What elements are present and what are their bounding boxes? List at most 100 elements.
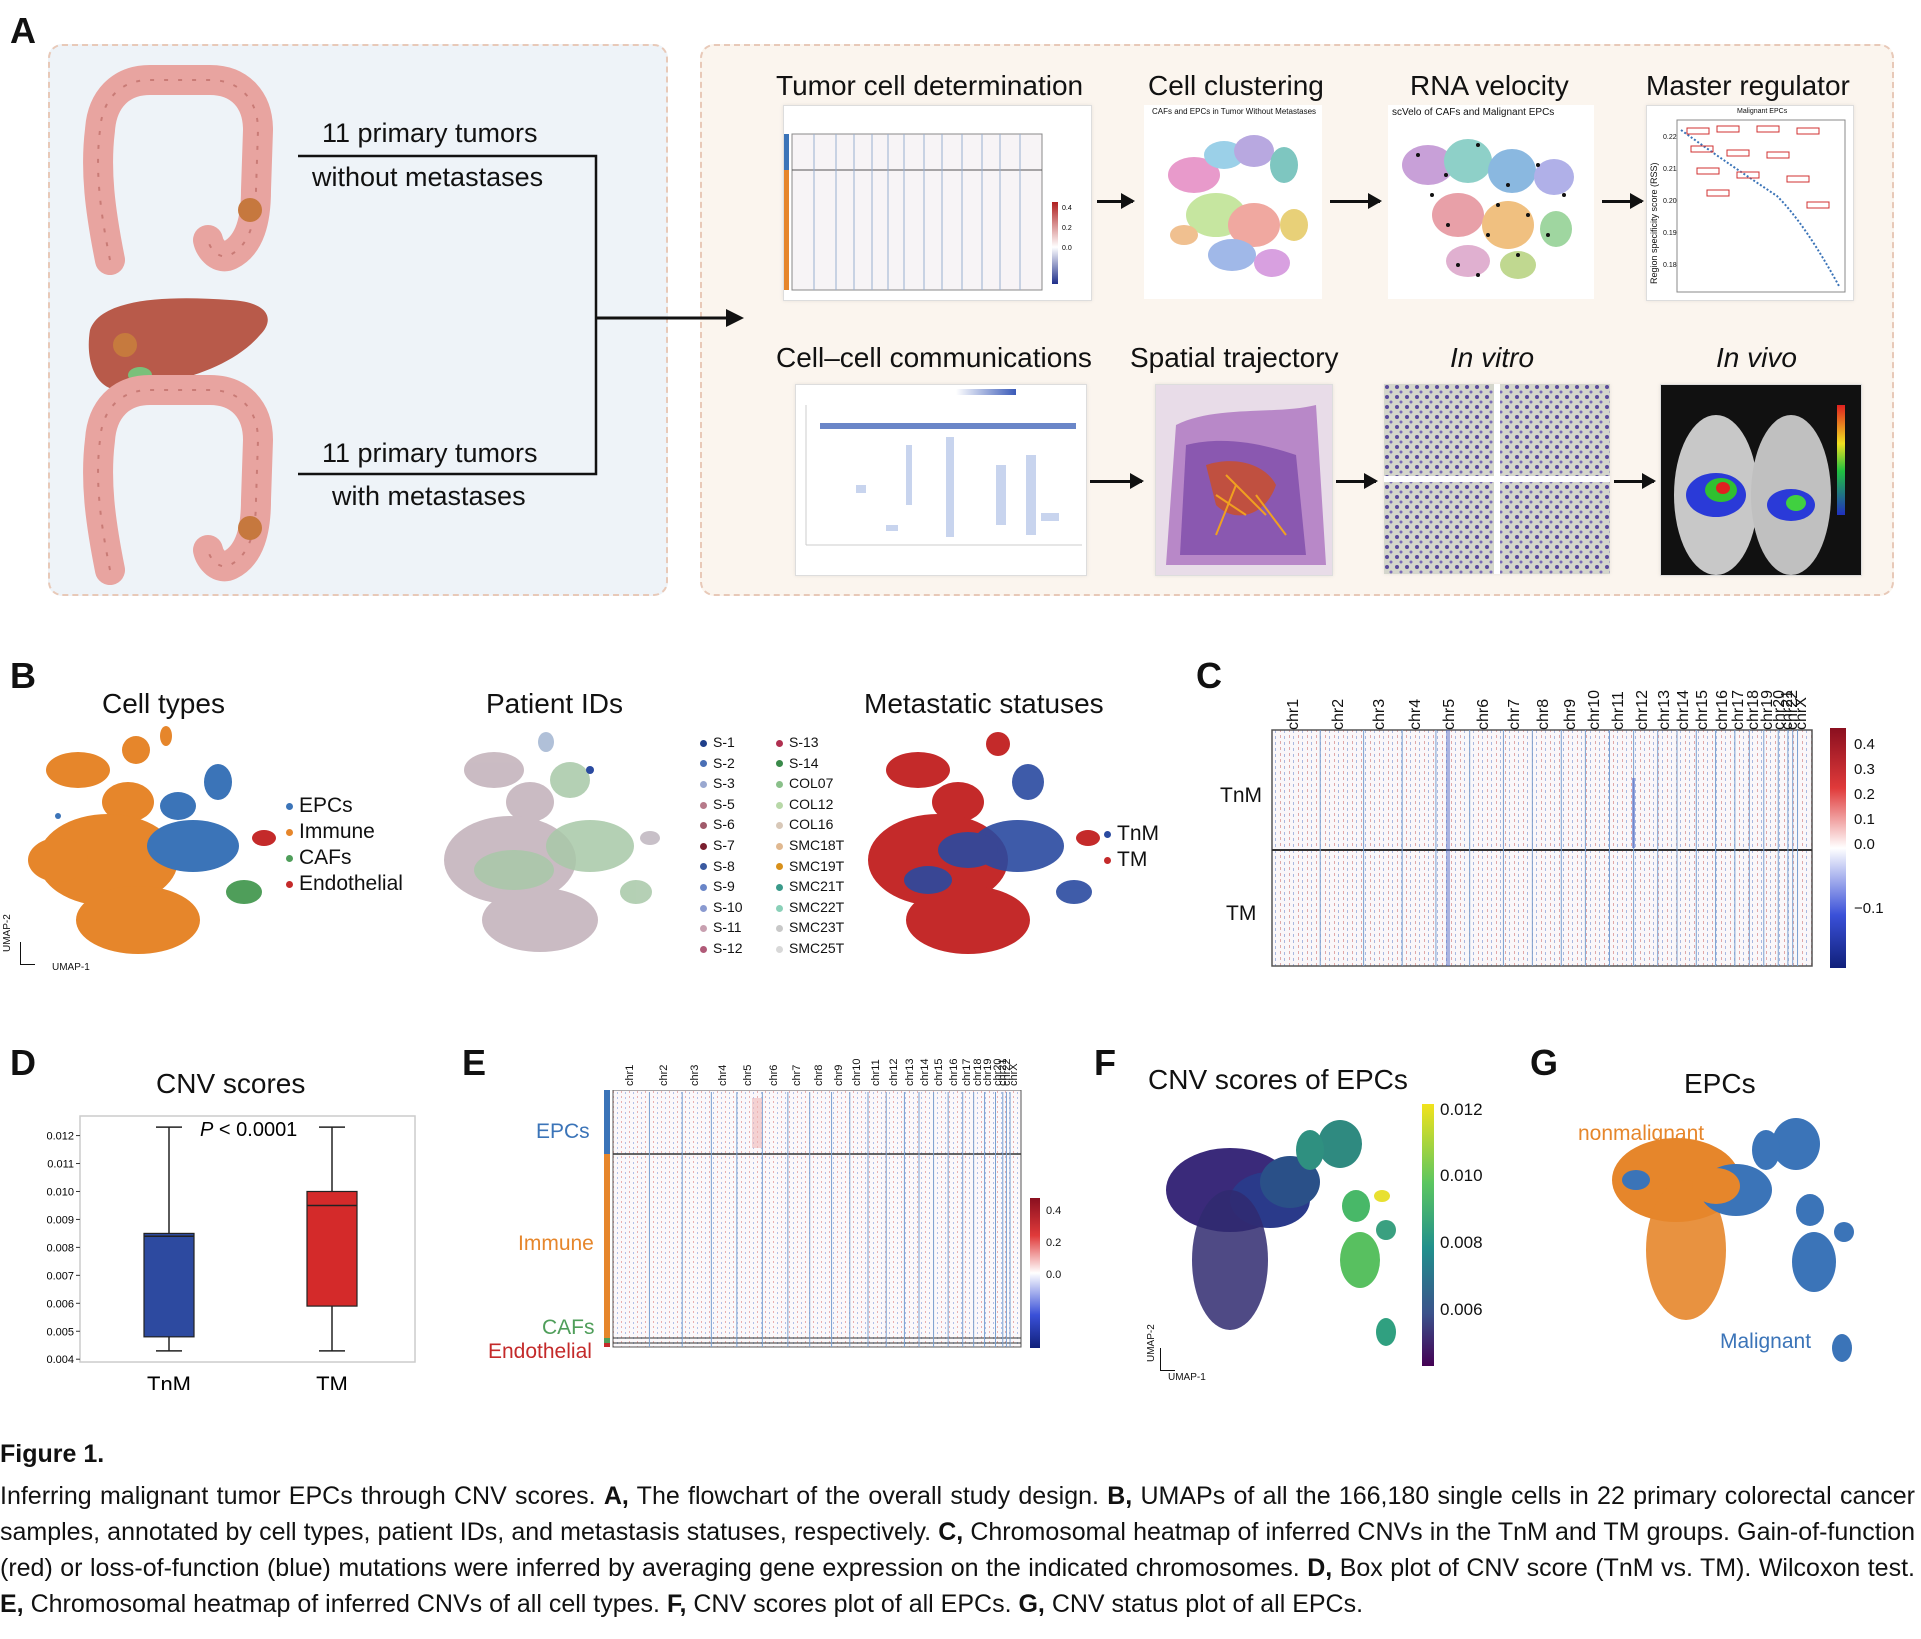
chromosome-label: chr2 — [1330, 698, 1348, 730]
patient-legend-label: SMC22T — [789, 898, 845, 915]
panel-f-title: CNV scores of EPCs — [1148, 1064, 1408, 1095]
patient-legend-item: SMC23T — [776, 919, 844, 935]
chromosome-label: chr14 — [1675, 689, 1693, 730]
patient-legend-dot — [776, 945, 783, 953]
y-tick-label: 0.004 — [46, 1354, 74, 1366]
p-value-annotation: P < 0.0001 — [200, 1119, 297, 1141]
cbc-tick-2: 0.2 — [1854, 786, 1875, 803]
box-title: CNV scores — [156, 1068, 306, 1099]
legend-endothelial-label: Endothelial — [299, 872, 403, 895]
y-tick-label: 0.008 — [46, 1242, 74, 1254]
umap-axis-y-f: UMAP-2 — [1146, 1324, 1157, 1362]
patient-legend-label: S-2 — [713, 754, 735, 771]
label-nonmalignant: nonmalignant — [1578, 1122, 1705, 1145]
patient-legend-label: S-11 — [713, 919, 742, 936]
arrow-a6 — [1614, 473, 1656, 489]
chromosome-label: chr1 — [623, 1064, 636, 1086]
panel-label-c: C — [1196, 655, 1222, 696]
step-title-master-regulator: Master regulator — [1646, 70, 1850, 101]
patient-legend-dot — [700, 822, 707, 830]
arrow-a3 — [1602, 193, 1644, 209]
legend-immune-label: Immune — [299, 820, 375, 843]
master-subtitle: Malignant EPCs — [1737, 108, 1788, 115]
patient-legend-label: SMC21T — [789, 878, 845, 895]
heatmap-e-label-cafs: CAFs — [542, 1316, 595, 1339]
step-title-in-vitro: In vitro — [1450, 342, 1535, 373]
umap-title-patients: Patient IDs — [486, 688, 623, 719]
patient-legend-label: COL07 — [789, 775, 834, 792]
patient-legend-label: S-13 — [789, 734, 819, 750]
patient-legend-label: S-5 — [713, 795, 735, 812]
legend-epcs: EPCs — [286, 794, 353, 818]
patient-legend-dot — [776, 739, 783, 747]
caption-text-d: Box plot of CNV score (TnM vs. TM). Wilc… — [1332, 1554, 1915, 1582]
p-symbol: P — [200, 1119, 214, 1141]
cbe-tick-0: 0.4 — [1046, 1205, 1062, 1217]
step-title-cell-cell: Cell–cell communications — [776, 342, 1092, 373]
box-tnm — [143, 1126, 195, 1352]
legend-epcs-label: EPCs — [299, 794, 353, 817]
patient-legend-item: S-6 — [700, 816, 735, 832]
master-ytick-1: 0.21 — [1663, 166, 1677, 173]
mini-rss-plot — [1676, 119, 1846, 293]
patient-legend-label: S-9 — [713, 878, 735, 895]
patient-legend-label: SMC19T — [789, 857, 845, 874]
chromosome-label: chr13 — [904, 1058, 917, 1086]
master-ytick-3: 0.19 — [1663, 230, 1677, 237]
y-tick-label: 0.010 — [46, 1186, 74, 1198]
cbf-tick-2: 0.008 — [1440, 1233, 1483, 1252]
patient-legend-item: COL12 — [776, 796, 833, 812]
patient-legend-dot — [700, 945, 707, 953]
patient-legend-label: SMC18T — [789, 837, 845, 853]
patient-legend-item: S-8 — [700, 858, 735, 874]
chromosome-label: chr5 — [742, 1064, 754, 1086]
mini-tick-2: 0.0 — [1062, 245, 1072, 252]
chromosome-label: chr14 — [918, 1058, 931, 1086]
patient-legend-item: SMC22T — [776, 899, 844, 915]
umap-axis-x-1: UMAP-1 — [52, 962, 90, 973]
patient-legend-dot — [700, 801, 707, 809]
step-title-in-vivo: In vivo — [1716, 342, 1797, 373]
umap-axes-f — [1160, 1348, 1175, 1371]
umap-title-cell-types: Cell types — [102, 688, 225, 719]
patient-legend-dot — [700, 780, 707, 788]
mini-tick-1: 0.2 — [1062, 225, 1072, 232]
mini-spatial — [1156, 385, 1332, 575]
colon-illustration-1 — [83, 65, 274, 275]
chromosome-label: chr10 — [851, 1058, 864, 1086]
patient-legend-dot — [700, 760, 707, 768]
umap-cell-types — [28, 726, 276, 954]
patient-legend-dot — [700, 925, 707, 933]
chromosome-label: chr9 — [1561, 698, 1579, 730]
velocity-subtitle: scVelo of CAFs and Malignant EPCs — [1392, 107, 1555, 118]
mini-tick-0: 0.4 — [1062, 205, 1072, 212]
caption-text-e: Chromosomal heatmap of inferred CNVs of … — [23, 1590, 667, 1618]
thumb-tumor-heatmap: 0.4 0.2 0.0 — [783, 105, 1092, 301]
chromosome-label: chr7 — [791, 1064, 804, 1086]
patient-legend-label: COL12 — [789, 795, 834, 812]
patient-legend-label: S-6 — [713, 816, 735, 833]
heatmap-e-label-endothelial: Endothelial — [488, 1340, 592, 1363]
patient-legend-label: SMC25T — [789, 940, 845, 956]
umap-title-status: Metastatic statuses — [864, 688, 1104, 719]
patient-legend-item: S-14 — [776, 755, 819, 771]
patient-legend-item: S-7 — [700, 837, 735, 853]
colon-illustration-2 — [83, 375, 274, 585]
patient-legend-item: S-9 — [700, 878, 735, 894]
chromosome-label: chr6 — [1474, 698, 1492, 730]
patient-legend-dot — [776, 904, 783, 912]
caption-intro: Inferring malignant tumor EPCs through C… — [0, 1482, 604, 1510]
cbc-tick-3: 0.1 — [1854, 811, 1875, 828]
patient-legend-item: COL16 — [776, 816, 833, 832]
patient-legend-label: S-3 — [713, 775, 735, 792]
caption-text-c: Chromosomal heatmap of inferred CNVs in … — [0, 1518, 1915, 1582]
patient-legend-label: S-7 — [713, 837, 735, 853]
patient-legend-item: SMC21T — [776, 878, 844, 894]
patient-legend-item: SMC25T — [776, 940, 844, 956]
chromosome-label: chr16 — [1713, 689, 1731, 730]
chromosome-label: chr8 — [1535, 698, 1553, 730]
x-category-label: TM — [316, 1372, 348, 1390]
chromosome-label: chr2 — [658, 1064, 671, 1086]
clustering-subtitle: CAFs and EPCs in Tumor Without Metastase… — [1152, 107, 1317, 116]
caption-key-c: C, — [938, 1518, 964, 1546]
